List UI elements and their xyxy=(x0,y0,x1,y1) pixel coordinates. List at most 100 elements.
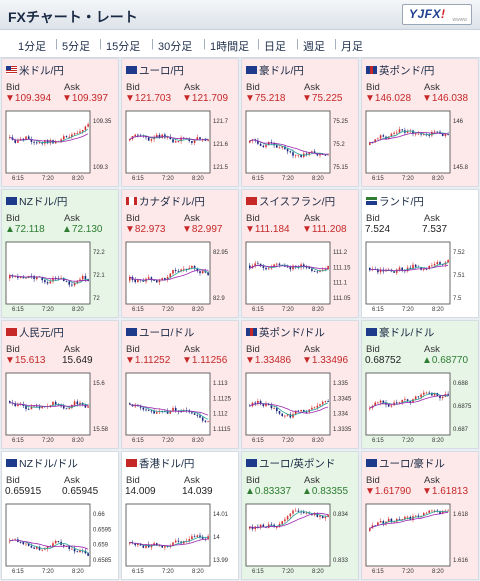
pair-name[interactable]: NZドル/ドル xyxy=(6,456,78,470)
candle-body xyxy=(396,269,398,273)
tab-7[interactable]: 月足 xyxy=(341,41,363,53)
mini-chart[interactable]: 1.113 1.1125 1.112 1.1115 6:15 7:20 8:20 xyxy=(124,371,236,447)
candle-body xyxy=(436,262,439,265)
pair-name[interactable]: 英ポンド/ドル xyxy=(246,325,325,339)
candle-body xyxy=(54,401,57,405)
bid-value: 0.65915 xyxy=(5,486,42,497)
tab-1[interactable]: 5分足 xyxy=(62,41,91,53)
moving-average-fast xyxy=(369,510,449,529)
ask-label: Ask xyxy=(424,475,440,486)
candle-body xyxy=(172,139,174,143)
moving-average-fast xyxy=(129,536,209,547)
candle-body xyxy=(76,280,79,283)
candle-body xyxy=(377,522,379,526)
mini-chart[interactable]: 72.2 72.1 72 6:15 7:20 8:20 xyxy=(4,240,116,316)
x-tick-label: 6:15 xyxy=(132,307,144,313)
y-tick-label: 121.7 xyxy=(213,119,229,125)
mini-chart[interactable]: 121.7 121.6 121.5 6:15 7:20 8:20 xyxy=(124,109,236,185)
mini-chart[interactable]: 0.688 0.6875 0.687 6:15 7:20 8:20 xyxy=(364,371,476,447)
currency-card[interactable]: 豪ドル/ドル Bid Ask 0.68752 ▲0.68770 0.688 0.6875 0.… xyxy=(361,320,479,449)
pair-name[interactable]: 人民元/円 xyxy=(6,325,64,339)
y-tick-label: 13.99 xyxy=(213,558,229,564)
mini-chart[interactable]: 146 145.8 6:15 7:20 8:20 xyxy=(364,109,476,185)
us-flag-icon xyxy=(6,66,17,74)
y-tick-label: 72.2 xyxy=(93,250,105,256)
moving-average-slow xyxy=(249,512,329,529)
mini-chart[interactable]: 111.2 111.15 111.1 111.05 6:15 7:20 8:20 xyxy=(244,240,356,316)
mini-chart[interactable]: 15.6 15.58 6:15 7:20 8:20 xyxy=(4,371,116,447)
candle-body xyxy=(249,140,251,143)
bid-value: ▼1.61790 xyxy=(365,486,412,497)
currency-card[interactable]: 豪ドル/円 Bid Ask ▼75.218 ▼75.225 75.25 75.2 75.15 6… xyxy=(241,58,359,187)
candle-body xyxy=(44,280,46,283)
tab-2[interactable]: 15分足 xyxy=(106,41,141,53)
currency-card[interactable]: ユーロ/英ポンド Bid Ask ▲0.83337 ▲0.83355 0.834 0.833… xyxy=(241,451,359,580)
tab-6[interactable]: 週足 xyxy=(303,41,325,53)
pair-name[interactable]: ユーロ/ドル xyxy=(126,325,194,339)
pair-name[interactable]: ユーロ/円 xyxy=(126,63,184,77)
candle-body xyxy=(374,139,376,143)
mini-chart[interactable]: 1.335 1.3345 1.334 1.3335 6:15 7:20 8:20 xyxy=(244,371,356,447)
candle-body xyxy=(406,516,409,518)
currency-card[interactable]: NZドル/ドル Bid Ask 0.65915 0.65945 0.66 0.6595 0.6… xyxy=(1,451,119,580)
candle-body xyxy=(145,136,147,138)
mini-chart[interactable]: 82.95 82.9 6:15 7:20 8:20 xyxy=(124,240,236,316)
x-tick-label: 8:20 xyxy=(312,438,324,444)
pair-name[interactable]: ユーロ/豪ドル xyxy=(366,456,445,470)
currency-card[interactable]: ユーロ/豪ドル Bid Ask ▼1.61790 ▼1.61813 1.618 1.616 6… xyxy=(361,451,479,580)
tab-4[interactable]: 1時間足 xyxy=(210,41,250,53)
tab-separator: | xyxy=(151,38,154,50)
candle-body xyxy=(19,276,22,278)
pair-name[interactable]: NZドル/円 xyxy=(6,194,67,208)
currency-card[interactable]: ユーロ/円 Bid Ask ▼121.703 ▼121.709 121.7 121.6 121… xyxy=(121,58,239,187)
candle-body xyxy=(284,519,286,522)
pair-name[interactable]: ユーロ/英ポンド xyxy=(246,456,335,470)
pair-name[interactable]: 香港ドル/円 xyxy=(126,456,194,470)
tab-5[interactable]: 日足 xyxy=(264,41,286,53)
currency-card[interactable]: 米ドル/円 Bid Ask ▼109.394 ▼109.397 109.35 109.3 6:… xyxy=(1,58,119,187)
tab-0[interactable]: 1分足 xyxy=(18,41,47,53)
pair-name[interactable]: ランド/円 xyxy=(366,194,424,208)
pair-name[interactable]: 米ドル/円 xyxy=(6,63,64,77)
currency-card[interactable]: スイスフラン/円 Bid Ask ▼111.184 ▼111.208 111.2 111.1… xyxy=(241,189,359,318)
mini-chart[interactable]: 14.01 14 13.99 6:15 7:20 8:20 xyxy=(124,502,236,578)
pair-name[interactable]: 英ポンド/円 xyxy=(366,63,434,77)
moving-average-slow xyxy=(249,264,329,270)
pair-name[interactable]: カナダドル/円 xyxy=(126,194,205,208)
currency-card[interactable]: 英ポンド/ドル Bid Ask ▼1.33486 ▼1.33496 1.335 1.3345… xyxy=(241,320,359,449)
currency-card[interactable]: 人民元/円 Bid Ask ▼15.613 15.649 15.6 15.58 6:15 7:2… xyxy=(1,320,119,449)
currency-card[interactable]: NZドル/円 Bid Ask ▲72.118 ▲72.130 72.2 72.1 72 6:15… xyxy=(1,189,119,318)
mini-chart[interactable]: 1.618 1.616 6:15 7:20 8:20 xyxy=(364,502,476,578)
currency-card[interactable]: ランド/円 Bid Ask 7.524 7.537 7.52 7.51 7.5 6:15 7:20… xyxy=(361,189,479,318)
mini-chart[interactable]: 0.66 0.6595 0.659 0.6585 6:15 7:20 8:20 xyxy=(4,502,116,578)
currency-card[interactable]: 英ポンド/円 Bid Ask ▼146.028 ▼146.038 146 145.8 6:15… xyxy=(361,58,479,187)
mini-chart[interactable]: 7.52 7.51 7.5 6:15 7:20 8:20 xyxy=(364,240,476,316)
candle-body xyxy=(436,393,439,397)
pair-name[interactable]: 豪ドル/ドル xyxy=(366,325,434,339)
currency-card[interactable]: 香港ドル/円 Bid Ask 14.009 14.039 14.01 14 13.99 6:15… xyxy=(121,451,239,580)
candle-body xyxy=(433,393,436,396)
tab-3[interactable]: 30分足 xyxy=(158,41,193,53)
candle-body xyxy=(68,136,70,138)
pair-name[interactable]: スイスフラン/円 xyxy=(246,194,335,208)
moving-average-fast xyxy=(369,130,449,143)
candlestick-chart: 1.113 1.1125 1.112 1.1115 6:15 7:20 8:20 xyxy=(125,372,232,444)
mini-chart[interactable]: 75.25 75.2 75.15 6:15 7:20 8:20 xyxy=(244,109,356,185)
candle-body xyxy=(319,270,321,272)
mini-chart[interactable]: 109.35 109.3 6:15 7:20 8:20 xyxy=(4,109,116,185)
currency-card[interactable]: カナダドル/円 Bid Ask ▼82.973 ▼82.997 82.95 82.9 6:15… xyxy=(121,189,239,318)
mini-chart[interactable]: 0.834 0.833 6:15 7:20 8:20 xyxy=(244,502,356,578)
candle-body xyxy=(30,545,33,548)
yjfx-logo[interactable]: YJFX! wwww xyxy=(402,4,472,25)
candle-body xyxy=(207,421,209,423)
currency-card[interactable]: ユーロ/ドル Bid Ask ▼1.11252 ▼1.11256 1.113 1.1125 1… xyxy=(121,320,239,449)
candle-body xyxy=(276,263,278,265)
pair-name[interactable]: 豪ドル/円 xyxy=(246,63,304,77)
candle-body xyxy=(387,518,390,522)
ask-value: ▲0.68770 xyxy=(422,355,469,366)
x-tick-label: 6:15 xyxy=(132,569,144,575)
candle-body xyxy=(284,415,286,417)
bid-value: 14.009 xyxy=(125,486,156,497)
candle-body xyxy=(393,521,395,523)
ask-label: Ask xyxy=(424,344,440,355)
